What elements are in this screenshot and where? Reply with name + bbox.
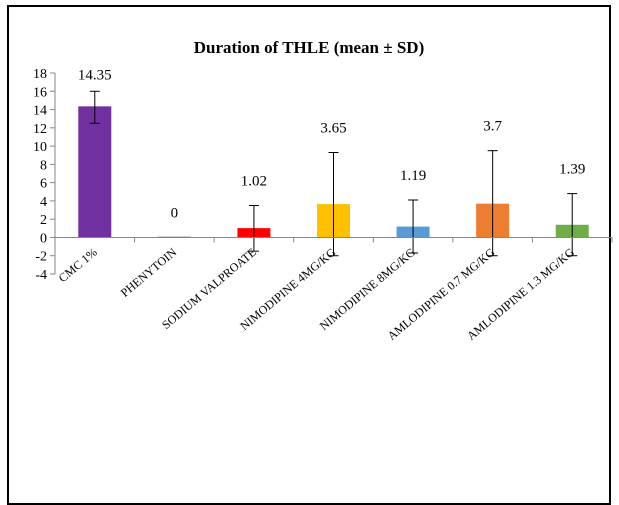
y-axis: -4 -2 0 2 4 6 8 10 12 14 16 18 [33,67,56,283]
chart-frame [7,5,611,505]
chart-title: Duration of THLE (mean ± SD) [194,38,425,57]
data-label: 14.35 [78,67,112,83]
data-label: 3.7 [483,119,502,135]
y-tick-label: 16 [33,85,47,100]
y-tick-label: -2 [35,250,47,265]
y-tick-label: 10 [33,140,47,155]
error-bars [89,90,578,257]
category-label: PHENYTOIN [118,245,180,300]
y-tick-label: -4 [35,268,47,283]
y-tick-label: 2 [40,213,47,228]
data-label: 3.65 [320,120,346,136]
y-tick-label: 18 [33,67,47,82]
data-label: 1.19 [400,168,426,184]
data-label: 0 [171,205,179,221]
bar [78,106,112,238]
data-label: 1.02 [241,173,267,189]
data-labels: 14.35 0 1.02 3.65 1.19 3.7 1.39 [78,67,585,221]
y-tick-label: 8 [40,158,47,173]
y-tick-label: 0 [40,231,47,246]
y-tick-label: 12 [33,122,47,137]
y-tick-label: 14 [33,104,47,119]
y-tick-label: 4 [40,195,47,210]
bar-chart: Duration of THLE (mean ± SD) -4 -2 0 2 4 6 8 10… [33,38,613,343]
category-label: CMC 1% [56,245,100,285]
y-tick-label: 6 [40,177,47,192]
data-label: 1.39 [559,162,585,178]
